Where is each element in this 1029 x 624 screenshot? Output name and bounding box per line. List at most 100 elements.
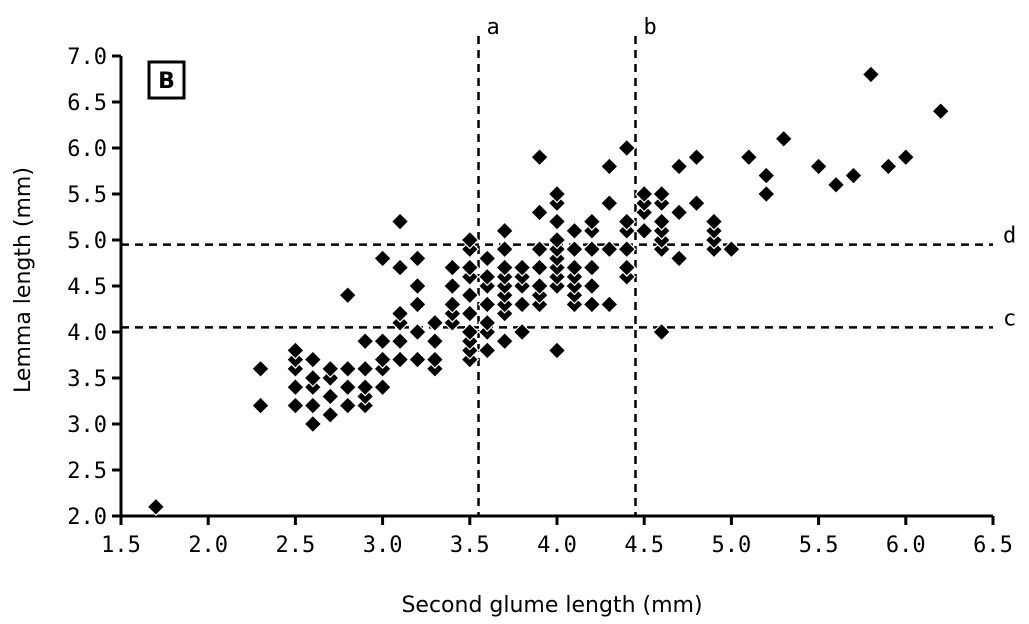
data-point: [320, 359, 340, 379]
panel-label-box: B: [147, 60, 186, 100]
data-point: [477, 295, 497, 314]
data-point: [460, 285, 480, 305]
data-point: [338, 285, 358, 305]
data-point: [373, 331, 392, 351]
data-point: [931, 101, 951, 121]
data-point: [425, 313, 445, 333]
data-point: [320, 405, 340, 425]
data-point: [756, 184, 776, 204]
x-tick-label: 4.0: [537, 533, 577, 558]
data-point: [547, 230, 567, 250]
data-point: [390, 331, 410, 351]
data-point: [687, 147, 706, 167]
data-point: [338, 377, 358, 397]
data-point: [547, 212, 567, 231]
x-axis-label: Second glume length (mm): [401, 593, 702, 618]
data-point: [722, 239, 741, 259]
data-point: [320, 387, 340, 406]
data-point: [390, 212, 410, 231]
x-tick-label: 3.5: [450, 533, 490, 558]
data-point: [565, 221, 584, 241]
panel-label: B: [158, 69, 175, 94]
data-point: [582, 276, 602, 296]
data-point: [303, 396, 323, 415]
x-tick-label: 3.0: [363, 533, 403, 558]
data-point: [599, 239, 619, 259]
data-point: [669, 203, 689, 222]
data-point: [617, 138, 637, 158]
data-point: [286, 396, 305, 415]
data-point: [565, 258, 584, 277]
data-point: [443, 276, 462, 296]
data-point: [530, 258, 549, 277]
data-point: [704, 212, 724, 231]
data-point: [652, 184, 671, 204]
reference-label-b: b: [643, 15, 656, 40]
data-point: [652, 212, 671, 231]
y-tick-label: 6.0: [67, 137, 107, 162]
y-tick-label: 7.0: [67, 45, 107, 70]
data-point: [251, 396, 270, 415]
data-point: [373, 249, 392, 268]
y-tick-label: 2.0: [67, 505, 107, 530]
data-point: [303, 414, 323, 434]
data-point: [512, 258, 532, 277]
data-point: [617, 239, 637, 259]
data-point: [408, 322, 427, 342]
data-point: [582, 212, 602, 231]
data-point: [303, 350, 323, 369]
data-point: [844, 166, 863, 185]
data-point: [355, 377, 375, 397]
data-point: [687, 193, 706, 213]
reference-label-a: a: [487, 15, 500, 40]
data-point: [460, 258, 480, 277]
data-point: [756, 166, 776, 185]
data-point: [879, 157, 898, 176]
data-point: [617, 212, 637, 231]
data-point: [495, 221, 515, 241]
y-tick-label: 4.0: [67, 321, 107, 346]
data-point: [373, 377, 392, 397]
x-tick-label: 1.5: [101, 533, 141, 558]
data-point: [443, 295, 462, 314]
data-point: [443, 258, 462, 277]
y-tick-label: 4.5: [67, 275, 107, 300]
data-point: [547, 341, 567, 360]
data-point: [582, 295, 602, 314]
data-point: [565, 239, 584, 259]
reference-label-d: d: [1003, 224, 1016, 249]
y-axis-label: Lemma length (mm): [11, 167, 36, 393]
data-point: [460, 230, 480, 250]
data-point: [634, 221, 654, 241]
data-point: [512, 322, 532, 342]
data-point: [408, 350, 427, 369]
data-point: [582, 239, 602, 259]
data-point: [477, 341, 497, 360]
x-tick-label: 5.5: [799, 533, 839, 558]
data-point: [809, 157, 828, 176]
data-point: [495, 258, 515, 277]
y-tick-label: 6.5: [67, 91, 107, 116]
y-tick-label: 2.5: [67, 459, 107, 484]
y-tick-label: 5.0: [67, 229, 107, 254]
data-point: [896, 147, 916, 167]
data-points: [146, 65, 951, 517]
data-point: [477, 313, 497, 333]
data-point: [390, 258, 410, 277]
data-point: [460, 322, 480, 342]
data-point: [408, 276, 427, 296]
data-point: [495, 239, 515, 259]
data-point: [338, 396, 358, 415]
x-tick-label: 5.0: [712, 533, 752, 558]
data-point: [460, 304, 480, 323]
reference-label-c: c: [1003, 306, 1016, 331]
data-point: [251, 359, 270, 379]
data-point: [425, 350, 445, 369]
data-point: [617, 258, 637, 277]
data-point: [495, 331, 515, 351]
data-point: [286, 341, 305, 360]
data-point: [774, 129, 794, 149]
data-point: [146, 497, 166, 517]
data-point: [530, 147, 549, 167]
data-point: [652, 322, 671, 342]
